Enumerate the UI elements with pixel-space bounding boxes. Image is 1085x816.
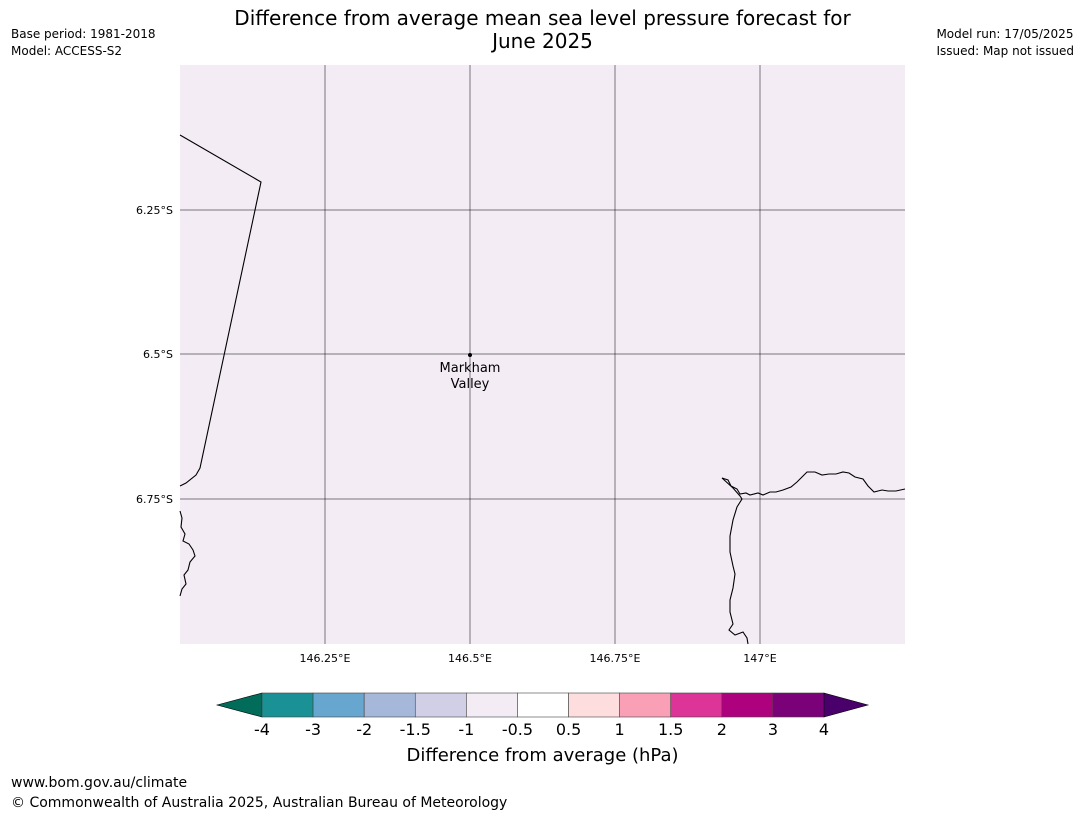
colorbar-cell bbox=[363, 692, 416, 718]
colorbar-tick-label: -3 bbox=[305, 720, 321, 739]
colorbar-cell bbox=[414, 692, 467, 718]
colorbar-cell bbox=[772, 692, 825, 718]
base-period-text: Base period: 1981-2018 bbox=[11, 27, 156, 41]
map-title-line-1: Difference from average mean sea level p… bbox=[234, 6, 851, 30]
colorbar-cell bbox=[517, 692, 569, 718]
colorbar-tick-label: 3 bbox=[768, 720, 778, 739]
footer-copyright: © Commonwealth of Australia 2025, Austra… bbox=[11, 795, 508, 811]
footer-url[interactable]: www.bom.gov.au/climate bbox=[11, 775, 188, 791]
issued-text: Issued: Map not issued bbox=[936, 44, 1074, 58]
lon-label: 146.5°E bbox=[448, 652, 492, 665]
lon-label: 146.75°E bbox=[590, 652, 641, 665]
colorbar-under-arrow bbox=[215, 692, 263, 718]
lat-label: 6.75°S bbox=[136, 493, 173, 506]
map-title-line-2: June 2025 bbox=[492, 29, 593, 53]
model-text: Model: ACCESS-S2 bbox=[11, 44, 123, 58]
map-title: Difference from average mean sea level p… bbox=[180, 7, 905, 53]
lon-label: 147°E bbox=[743, 652, 776, 665]
colorbar-tick-label: -0.5 bbox=[502, 720, 533, 739]
lon-label: 146.25°E bbox=[300, 652, 351, 665]
colorbar-tick-label: 1 bbox=[615, 720, 625, 739]
colorbar-cell bbox=[721, 692, 774, 718]
colorbar-tick-label: -1 bbox=[458, 720, 474, 739]
place-label-line-1: Markham bbox=[440, 361, 501, 376]
model-run-text: Model run: 17/05/2025 bbox=[936, 27, 1074, 41]
colorbar-tick-label: -2 bbox=[356, 720, 372, 739]
colorbar-cell bbox=[568, 692, 620, 718]
colorbar: -4 -3 -2 -1.5 -1 -0.5 0.5 1 1.5 2 3 4 bbox=[215, 692, 870, 739]
lat-label: 6.25°S bbox=[136, 204, 173, 217]
coastline-southwest bbox=[179, 510, 196, 597]
colorbar-tick-label: 0.5 bbox=[556, 720, 581, 739]
graticule bbox=[180, 65, 905, 644]
colorbar-over-arrow bbox=[823, 692, 870, 718]
lat-label: 6.5°S bbox=[143, 348, 173, 361]
colorbar-cell bbox=[466, 692, 518, 718]
coastline-east bbox=[721, 471, 906, 496]
colorbar-tick-label: 1.5 bbox=[658, 720, 683, 739]
colorbar-tick-label: 2 bbox=[717, 720, 727, 739]
place-label-line-2: Valley bbox=[451, 377, 490, 392]
colorbar-tick-label: -4 bbox=[254, 720, 270, 739]
colorbar-cell bbox=[619, 692, 672, 718]
colorbar-cell bbox=[312, 692, 365, 718]
colorbar-tick-label: -1.5 bbox=[400, 720, 431, 739]
colorbar-title: Difference from average (hPa) bbox=[406, 745, 679, 766]
meta-left: Base period: 1981-2018 Model: ACCESS-S2 bbox=[11, 26, 156, 60]
meta-right: Model run: 17/05/2025 Issued: Map not is… bbox=[936, 26, 1074, 60]
colorbar-tick-label: 4 bbox=[819, 720, 829, 739]
colorbar-cell bbox=[261, 692, 314, 718]
colorbar-cell bbox=[670, 692, 723, 718]
place-marker bbox=[468, 353, 472, 357]
coastline-west bbox=[179, 134, 262, 487]
